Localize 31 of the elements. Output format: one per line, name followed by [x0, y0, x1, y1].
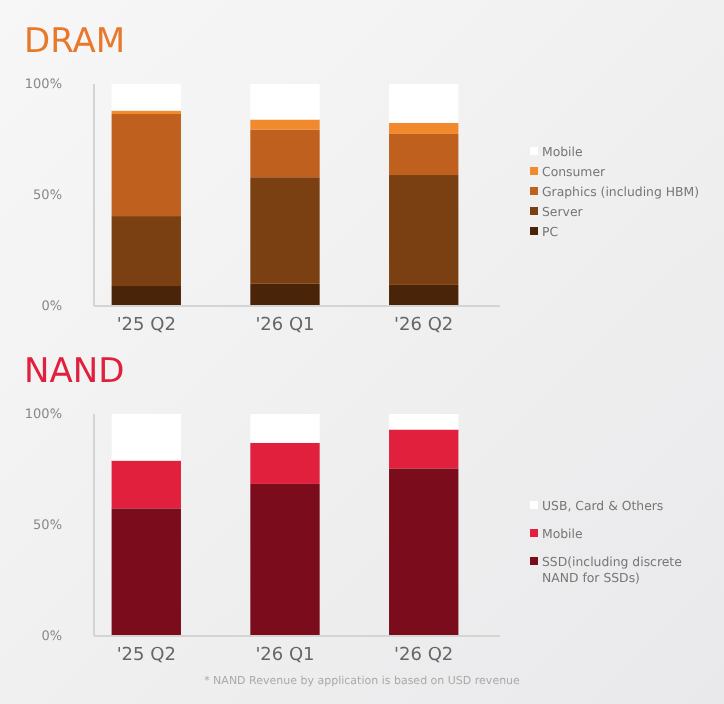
x-tick-label: '25 Q2: [116, 646, 176, 666]
bar: [389, 122, 459, 134]
bar: [250, 177, 320, 284]
bar: [389, 468, 459, 636]
bar: [250, 283, 320, 306]
bar: [389, 429, 459, 469]
x-tick-label: '26 Q2: [394, 646, 454, 666]
bar: [389, 414, 459, 430]
bar: [111, 286, 181, 306]
x-tick-label: '26 Q1: [255, 646, 315, 666]
bar: [250, 414, 320, 443]
bar: [111, 460, 181, 509]
bar: [250, 84, 320, 120]
bar: [111, 113, 181, 217]
bar: [111, 508, 181, 636]
bar: [389, 284, 459, 306]
bar: [111, 216, 181, 287]
bar: [111, 414, 181, 461]
bar: [250, 119, 320, 130]
bar: [250, 442, 320, 484]
bar: [250, 483, 320, 636]
chart-title: NAND: [24, 352, 125, 392]
bar: [250, 129, 320, 178]
chart-title: DRAM: [24, 22, 126, 62]
bar: [389, 133, 459, 176]
bar: [111, 84, 181, 111]
x-tick-label: '26 Q1: [255, 316, 315, 336]
bar: [389, 175, 459, 285]
bar: [389, 84, 459, 123]
x-tick-label: '25 Q2: [116, 316, 176, 336]
x-tick-label: '26 Q2: [394, 316, 454, 336]
